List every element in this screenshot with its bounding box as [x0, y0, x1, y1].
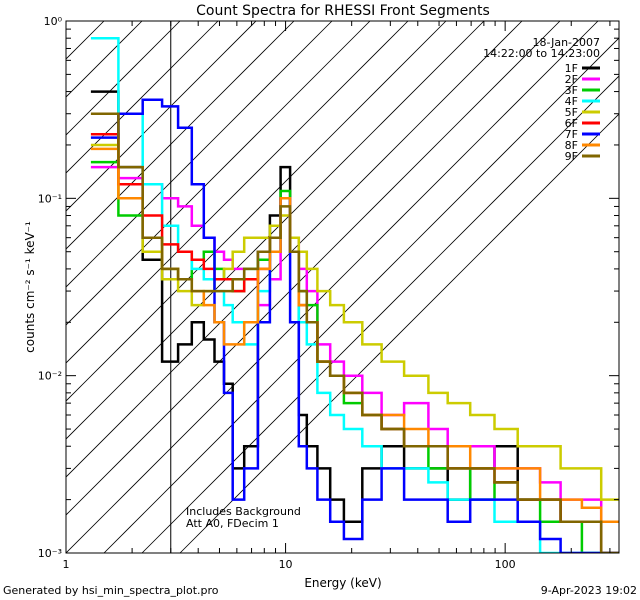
annotation-background: Includes Background [186, 505, 301, 518]
legend-label-2F: 2F [565, 73, 578, 86]
legend-label-6F: 6F [565, 117, 578, 130]
legend-label-9F: 9F [565, 150, 578, 163]
plot-frame [65, 20, 620, 554]
chart-title: Count Spectra for RHESSI Front Segments [196, 3, 490, 19]
time-range-label: 14:22:00 to 14:23:00 [483, 47, 600, 60]
legend-label-7F: 7F [565, 128, 578, 141]
legend-label-3F: 3F [565, 84, 578, 97]
series-line-7F [90, 98, 619, 553]
y-tick-label: 10⁰ [44, 15, 63, 28]
x-axis-label: Energy (keV) [304, 576, 381, 590]
series-line-9F [90, 112, 619, 553]
y-tick-label: 10⁻² [38, 370, 62, 383]
date-label: 18-Jan-2007 [533, 36, 601, 49]
y-tick-label: 10⁻³ [38, 547, 62, 560]
footer-generator: Generated by hsi_min_spectra_plot.pro [3, 584, 219, 597]
legend-label-5F: 5F [565, 106, 578, 119]
x-tick-label: 100 [495, 558, 516, 571]
footer-date: 9-Apr-2023 19:02 [540, 584, 637, 597]
x-tick-label: 10 [279, 558, 293, 571]
shaded-region [66, 21, 619, 553]
x-tick-label: 1 [63, 558, 70, 571]
y-axis-label: counts cm⁻² s⁻¹ keV⁻¹ [23, 221, 37, 353]
series-line-5F [90, 143, 619, 501]
annotation-attenuator: Att A0, FDecim 1 [186, 517, 279, 530]
legend-label-4F: 4F [565, 95, 578, 108]
legend-label-8F: 8F [565, 139, 578, 152]
y-tick-label: 10⁻¹ [38, 192, 62, 205]
legend-label-1F: 1F [565, 62, 578, 75]
